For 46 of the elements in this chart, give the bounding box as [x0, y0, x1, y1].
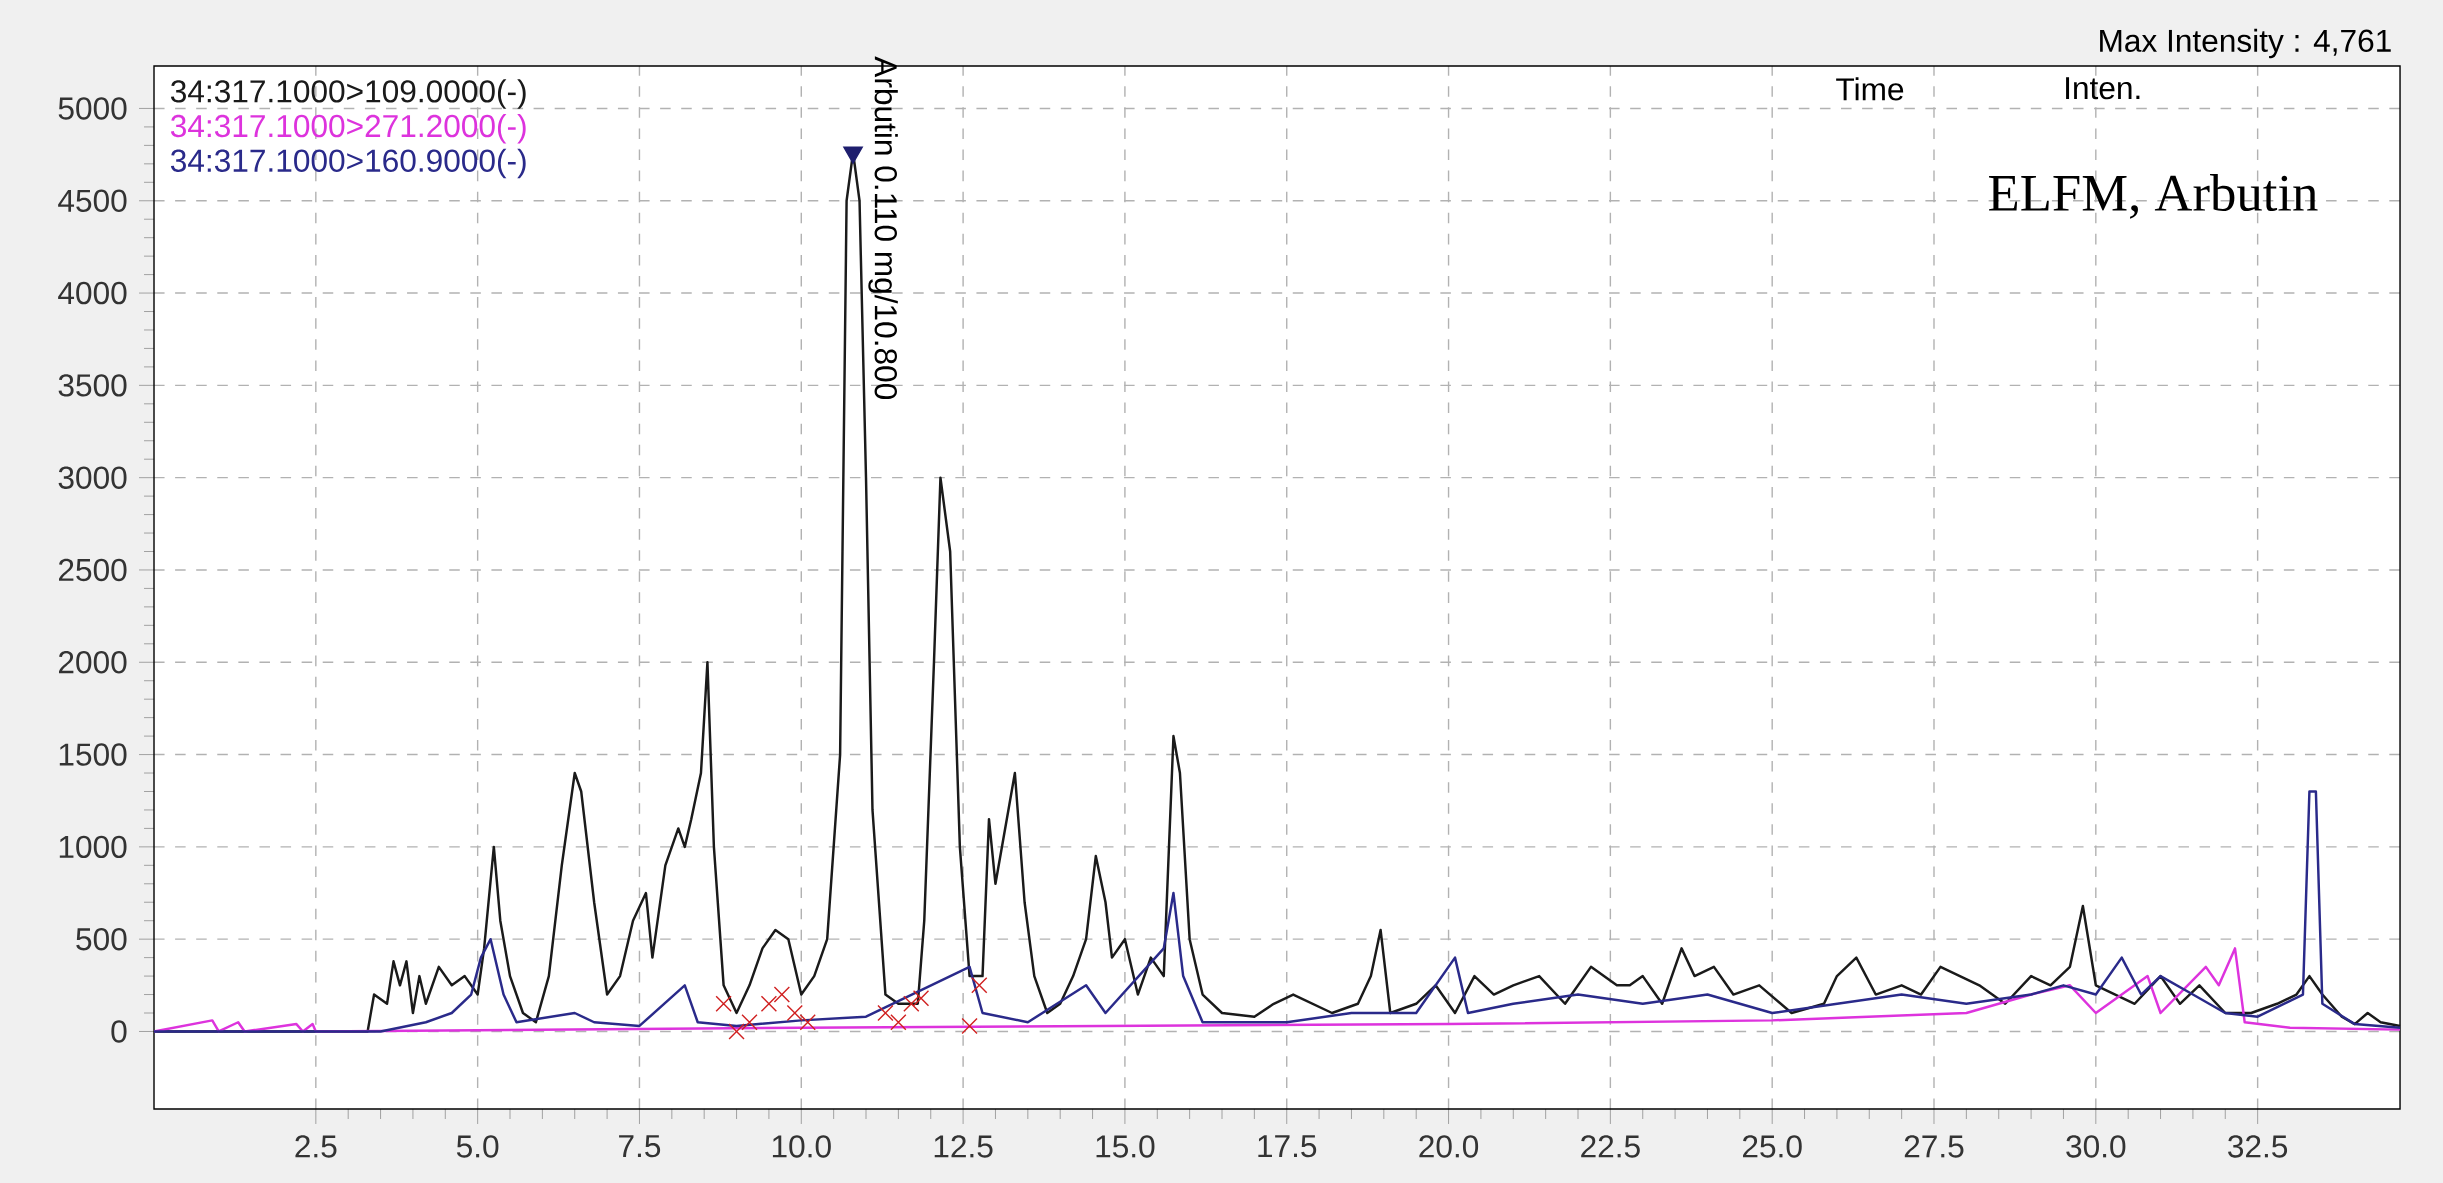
x-tick-label: 15.0: [1096, 1135, 1155, 1158]
point: [903, 995, 920, 1012]
x-tick-label: 25.0: [1743, 1135, 1802, 1158]
x-tick-label: 22.5: [1581, 1135, 1640, 1158]
y-tick-label: 500: [76, 927, 127, 951]
text: Max Intensity : 4,761: [2100, 28, 2391, 59]
x-tick-label: 30.0: [2066, 1135, 2126, 1158]
annotation: Arbutin 0.110 mg/10.800: [868, 56, 898, 400]
point: [890, 1014, 907, 1031]
y-tick-label: 4500: [58, 189, 127, 212]
text: 34:317.1000>160.9000(-): [170, 148, 526, 179]
text: 34:317.1000>109.0000(-): [170, 79, 526, 109]
x-tick-label: 7.5: [619, 1135, 661, 1158]
y-tick-label: 3500: [58, 374, 127, 397]
x-tick-label: 5.0: [456, 1135, 499, 1158]
point: [843, 146, 863, 164]
annotation: Time: [1836, 77, 1904, 101]
x-tick-label: 2.5: [295, 1135, 337, 1158]
point: [760, 995, 778, 1012]
point: [773, 986, 791, 1003]
point: [786, 1004, 803, 1022]
point: [971, 977, 988, 994]
point: [912, 990, 930, 1007]
x-tick-label: 10.0: [772, 1135, 831, 1158]
point: [799, 1014, 816, 1031]
y-tick-label: 4000: [58, 281, 127, 305]
y-tick-label: 1000: [59, 835, 127, 859]
point: [728, 1023, 745, 1040]
y-tick-label: 5000: [58, 97, 127, 120]
annotation: Inten.: [2066, 77, 2140, 100]
x-tick-label: 27.5: [1904, 1135, 1964, 1158]
y-tick-label: 2500: [59, 558, 127, 582]
y-tick-label: 2000: [59, 651, 127, 674]
y-tick-label: 0: [111, 1020, 127, 1043]
x-tick-label: 12.5: [934, 1135, 993, 1158]
text: 34:317.1000>271.2000(-): [170, 114, 526, 144]
point: [961, 1017, 978, 1035]
x-tick-label: 32.5: [2228, 1135, 2288, 1158]
point: [741, 1014, 758, 1031]
x-tick-label: 20.0: [1419, 1135, 1479, 1158]
y-tick-label: 3000: [58, 466, 127, 489]
y-tick-label: 1500: [59, 743, 127, 766]
annotation: ELFM, Arbutin: [1989, 174, 2318, 219]
point: [877, 1004, 894, 1022]
x-tick-label: 17.5: [1258, 1135, 1317, 1158]
point: [715, 995, 732, 1012]
